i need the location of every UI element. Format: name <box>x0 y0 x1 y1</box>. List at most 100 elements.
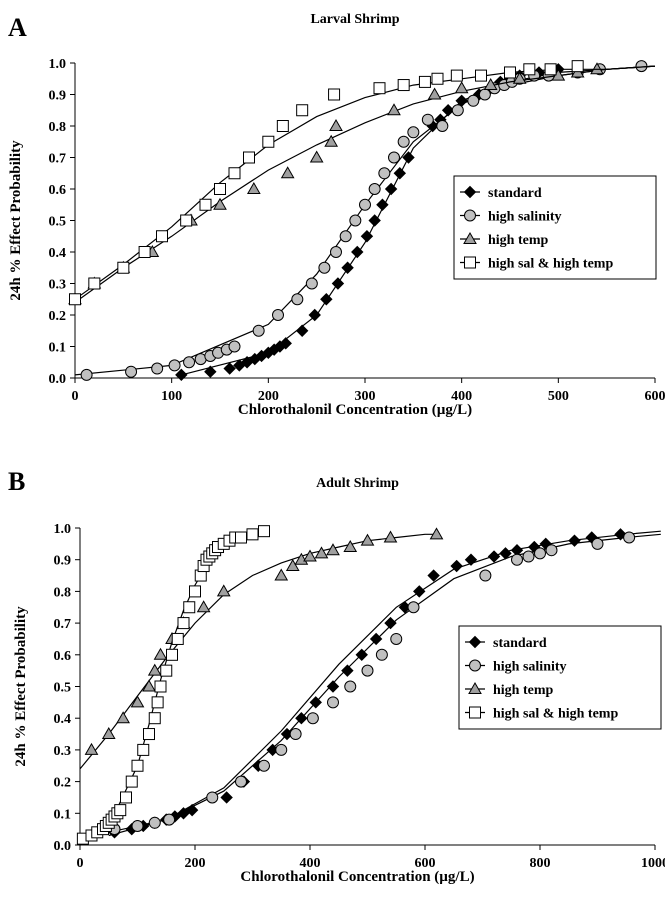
x-tick-label: 200 <box>258 389 279 404</box>
data-point <box>151 362 164 375</box>
legend-label: high sal & high temp <box>488 257 613 272</box>
data-point <box>360 230 374 243</box>
x-tick-label: 200 <box>185 856 206 871</box>
data-point <box>306 712 319 725</box>
data-point <box>397 135 410 148</box>
data-point <box>383 530 398 543</box>
data-point <box>427 569 440 582</box>
data-point <box>294 552 309 565</box>
data-point <box>623 531 636 544</box>
data-point <box>376 198 389 211</box>
data-point <box>88 277 101 290</box>
data-point <box>69 293 81 306</box>
y-tick-label: 0.1 <box>54 807 72 822</box>
data-point <box>467 94 480 107</box>
data-point <box>454 81 469 94</box>
data-point <box>369 632 383 646</box>
data-point <box>148 816 161 829</box>
chart-panel-a: A Larval Shrimp 0 100 200 300 400 500 600 0.0 0.1 0… <box>8 12 665 418</box>
data-point <box>329 118 343 131</box>
data-point <box>228 340 241 353</box>
data-point <box>360 533 375 546</box>
panel-letter: B <box>8 467 25 496</box>
data-point <box>262 135 275 148</box>
data-point <box>276 120 289 132</box>
data-point <box>407 126 420 139</box>
data-point <box>131 759 144 772</box>
data-point <box>216 584 231 597</box>
data-point <box>156 230 168 243</box>
data-point <box>214 183 226 195</box>
data-point <box>591 537 604 550</box>
y-tick-label: 0.9 <box>49 89 67 104</box>
data-point <box>206 791 219 804</box>
legend-marker <box>469 706 481 719</box>
data-point <box>421 113 434 126</box>
legend-marker <box>468 635 482 649</box>
data-point <box>154 680 167 693</box>
data-point <box>196 600 211 613</box>
data-point <box>142 679 156 692</box>
y-tick-label: 1.0 <box>54 522 72 537</box>
data-point <box>138 246 151 258</box>
data-point <box>117 261 130 274</box>
data-point <box>413 585 426 598</box>
data-point <box>125 365 138 378</box>
x-tick-label: 800 <box>530 856 551 871</box>
data-point <box>151 696 164 709</box>
x-tick-label: 0 <box>77 856 84 871</box>
data-point <box>545 544 558 557</box>
data-point <box>487 550 501 563</box>
data-point <box>402 151 415 164</box>
data-point <box>183 601 196 614</box>
data-point <box>326 680 340 693</box>
chart-title: Larval Shrimp <box>310 12 399 27</box>
data-point <box>308 308 321 322</box>
series-fit-line <box>108 533 661 833</box>
data-point <box>568 534 581 547</box>
series-high-sal-high-temp <box>76 525 270 845</box>
data-point <box>475 69 487 82</box>
data-point <box>130 695 145 708</box>
data-point <box>309 150 324 163</box>
y-tick-label: 0.5 <box>54 681 72 696</box>
data-point <box>590 62 604 75</box>
data-point <box>163 813 176 826</box>
data-point <box>171 632 184 645</box>
data-point <box>522 550 535 563</box>
data-point <box>464 553 478 566</box>
data-point <box>388 151 400 164</box>
data-point <box>328 88 341 101</box>
data-point <box>478 88 491 101</box>
y-tick-label: 0.4 <box>54 712 72 727</box>
data-point <box>375 648 388 661</box>
data-point <box>166 648 178 661</box>
data-point <box>116 711 130 724</box>
legend-marker <box>464 209 476 222</box>
data-point <box>511 553 523 566</box>
legend-label: high temp <box>488 233 549 248</box>
legend: standard high salinity high temp high sal &… <box>458 625 662 730</box>
y-tick-label: 0.4 <box>49 246 67 261</box>
data-point <box>318 261 331 274</box>
data-point <box>131 819 144 832</box>
data-point <box>373 82 386 95</box>
data-point <box>153 647 168 660</box>
legend-label: standard <box>488 186 542 201</box>
data-point <box>504 66 516 79</box>
data-point <box>483 78 498 91</box>
data-point <box>320 293 333 306</box>
data-point <box>101 727 116 740</box>
data-point <box>235 531 247 544</box>
data-point <box>168 359 181 372</box>
data-point <box>327 696 339 709</box>
data-point <box>534 547 546 560</box>
data-point <box>429 527 444 540</box>
data-point <box>450 559 463 573</box>
data-point <box>148 712 161 725</box>
y-axis-label: 24h % Effect Probability <box>8 140 24 301</box>
data-point <box>384 616 397 630</box>
